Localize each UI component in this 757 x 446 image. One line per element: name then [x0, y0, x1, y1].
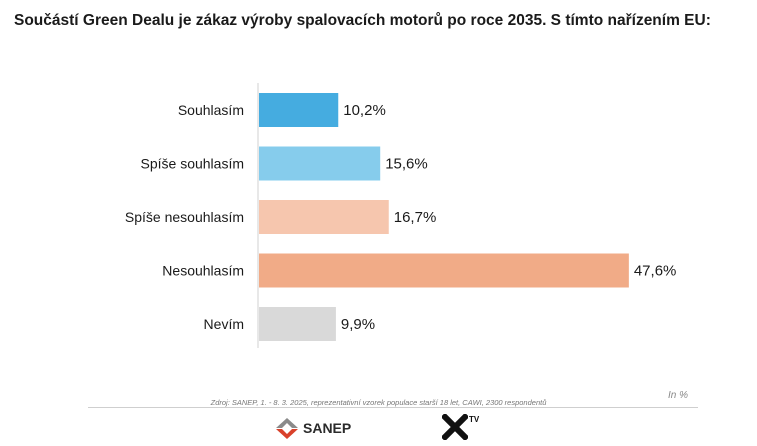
sanep-logo-text: SANEP — [303, 420, 352, 436]
category-label: Nesouhlasím — [162, 263, 244, 279]
category-label: Souhlasím — [178, 102, 244, 118]
chart-title: Součástí Green Dealu je zákaz výroby spa… — [14, 12, 711, 29]
category-label: Spíše nesouhlasím — [125, 209, 244, 225]
xtv-logo-text: TV — [469, 415, 480, 424]
bar — [259, 200, 389, 234]
sanep-logo: SANEP — [274, 416, 351, 440]
bar-chart: Souhlasím 10,2% Spíše souhlasím 15,6% Spíše … — [125, 83, 677, 348]
data-label: 15,6% — [385, 156, 428, 173]
source-note: Zdroj: SANEP, 1. - 8. 3. 2025, reprezent… — [210, 398, 547, 407]
sanep-logo-mark-icon — [276, 418, 298, 439]
data-label: 16,7% — [394, 209, 437, 226]
bar — [259, 307, 336, 341]
xtv-logo: TV — [442, 414, 479, 440]
unit-label: In % — [668, 390, 689, 401]
data-label: 10,2% — [343, 102, 386, 119]
footer-divider — [88, 407, 698, 408]
bar — [259, 146, 381, 181]
xtv-logo-mark-icon — [442, 414, 468, 440]
bar — [259, 93, 339, 127]
category-label: Spíše souhlasím — [141, 156, 245, 172]
data-label: 9,9% — [341, 316, 375, 333]
category-label: Nevím — [204, 316, 244, 332]
data-label: 47,6% — [634, 263, 677, 280]
bar — [259, 253, 629, 288]
